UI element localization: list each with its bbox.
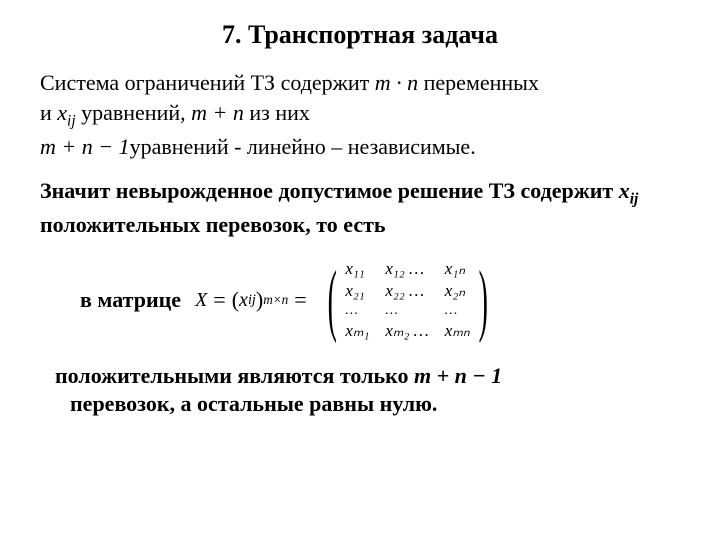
matrix-cell-32: … xyxy=(385,303,428,319)
matrix-cell-12: x₁₂ … xyxy=(385,259,428,279)
matrix-cell-41: xₘ₁ xyxy=(345,321,369,341)
xij-sub: ij xyxy=(248,292,256,309)
matrix-cell-42: xₘ₂ … xyxy=(385,321,428,341)
p2-var-x: x xyxy=(57,100,67,125)
p2-math-mpn: m + n xyxy=(191,100,244,125)
p3-math: m + n − 1 xyxy=(40,134,130,159)
matrix-cell-11: x₁₁ xyxy=(345,259,369,279)
eq-sign-2: = xyxy=(294,287,306,313)
p5-text1: положительными являются только xyxy=(55,363,414,388)
p2-text3: из них xyxy=(244,100,310,125)
matrix-cell-31: … xyxy=(345,303,369,319)
matrix-cell-22: x₂₂ … xyxy=(385,281,428,301)
paragraph-3: положительными являются только m + n − 1 xyxy=(55,363,680,389)
matrix-row: в матрице X = (xij)m×n = ( x₁₁ x₁₂ … x₁ₙ… xyxy=(80,255,680,345)
paragraph-2: Значит невырожденное допустимое решение … xyxy=(40,176,680,240)
p4-var-sub: ij xyxy=(630,190,639,207)
matrix-parentheses: ( x₁₁ x₁₂ … x₁ₙ x₂₁ x₂₂ … x₂ₙ … … … xₘ₁ … xyxy=(319,255,497,345)
eq-sign-1: = xyxy=(213,287,225,313)
p1-text2: переменных xyxy=(418,70,539,95)
p3-text1: уравнений xyxy=(130,134,235,159)
p4-var-x: x xyxy=(619,178,630,203)
matrix-cell-13: x₁ₙ xyxy=(445,259,470,279)
p4-text1: Значит невырожденное допустимое решение … xyxy=(40,178,619,203)
matrix-X: X xyxy=(195,289,207,312)
matrix-cell-21: x₂₁ xyxy=(345,281,369,301)
matrix-label: в матрице xyxy=(80,287,181,313)
p6-text: перевозок, а остальные равны нулю. xyxy=(70,391,437,416)
xij-size-sub: m×n xyxy=(263,292,288,308)
p2-var-sub: ij xyxy=(67,112,76,129)
matrix-cell-43: xₘₙ xyxy=(445,321,470,341)
p1-math-mn: m · n xyxy=(375,70,418,95)
matrix-body: x₁₁ x₁₂ … x₁ₙ x₂₁ x₂₂ … x₂ₙ … … … xₘ₁ xₘ… xyxy=(345,255,469,345)
p4-text2: положительных перевозок, то есть xyxy=(40,212,386,237)
section-title: 7. Транспортная задача xyxy=(40,20,680,50)
xij-x: x xyxy=(239,289,248,312)
matrix-cell-23: x₂ₙ xyxy=(445,281,470,301)
matrix-equation: X = (xij)m×n = ( x₁₁ x₁₂ … x₁ₙ x₂₁ x₂₂ …… xyxy=(195,255,502,345)
paragraph-1: Система ограничений ТЗ содержит m · n пе… xyxy=(40,68,680,162)
matrix-cell-33: … xyxy=(445,303,470,319)
p2-text1: и xyxy=(40,100,57,125)
paragraph-4: перевозок, а остальные равны нулю. xyxy=(70,391,680,417)
xij-open: ( xyxy=(232,287,239,313)
p3-text2: - линейно – независимые. xyxy=(234,134,476,159)
p2-text2: уравнений, xyxy=(76,100,192,125)
xij-close: ) xyxy=(256,287,263,313)
p1-text1: Система ограничений ТЗ содержит xyxy=(40,70,375,95)
paren-right: ) xyxy=(478,276,487,324)
p5-math: m + n − 1 xyxy=(414,363,502,388)
paren-left: ( xyxy=(327,276,336,324)
